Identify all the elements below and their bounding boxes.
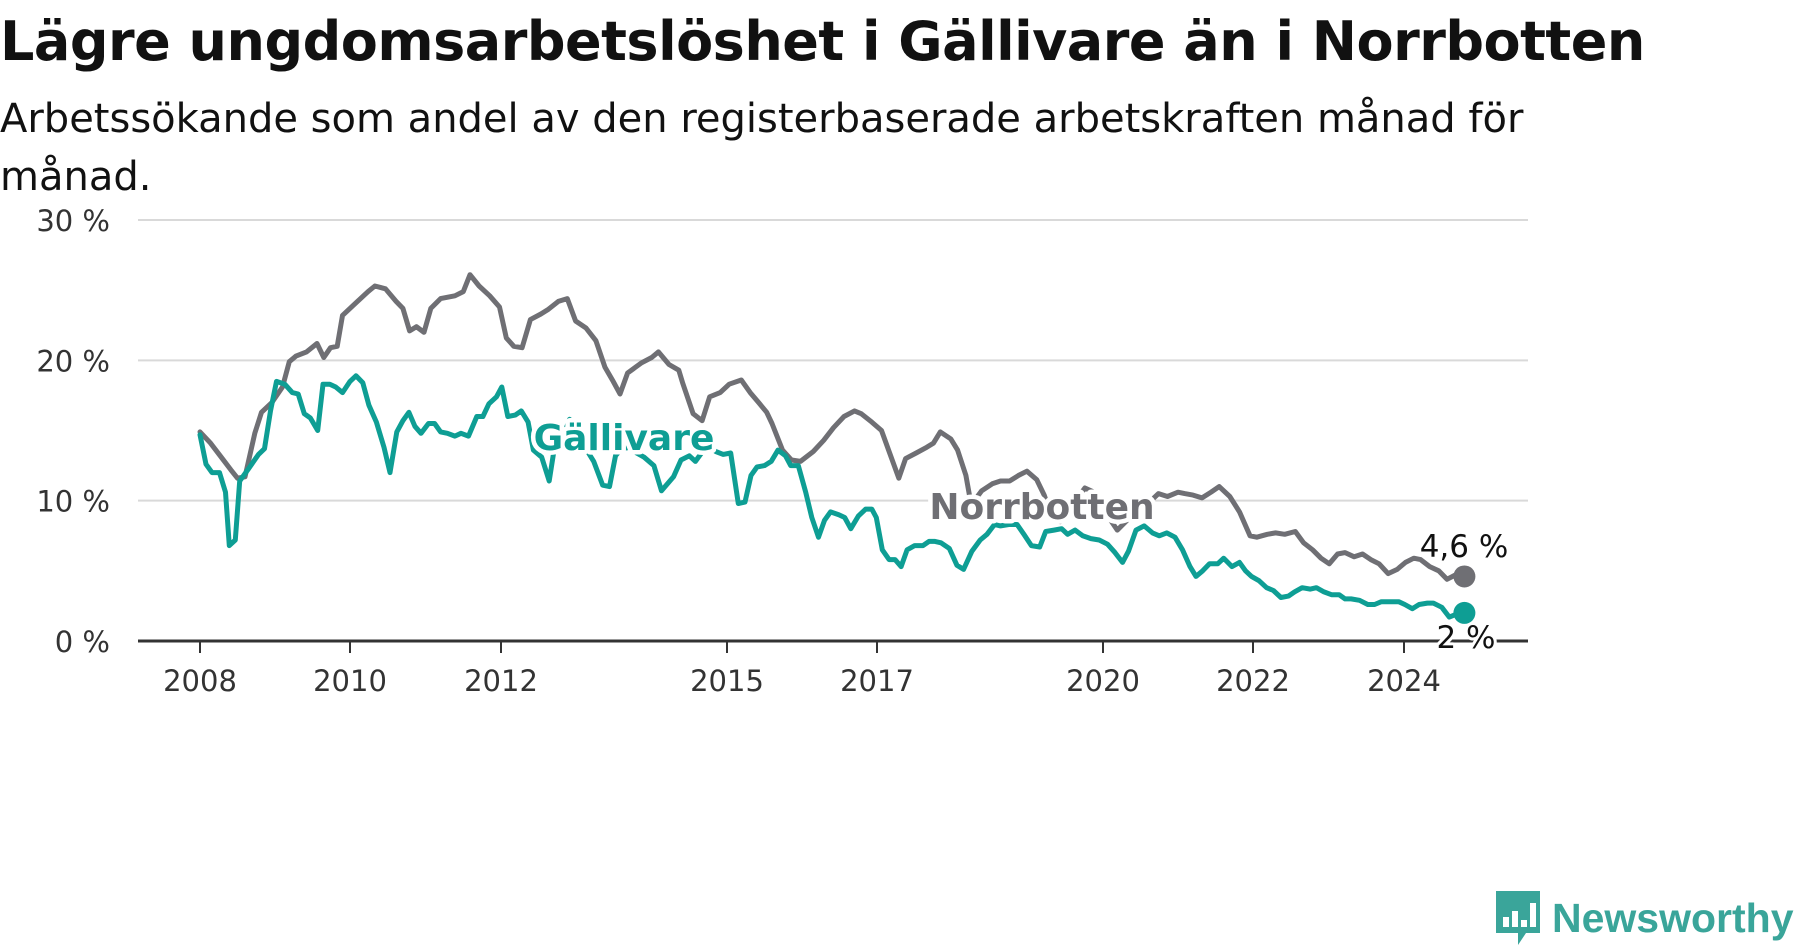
series-label-norrbotten-halo: Norrbotten <box>929 487 1154 528</box>
series-label-gallivare-halo: Gällivare <box>534 418 715 459</box>
end-point-gallivare <box>1453 601 1476 624</box>
x-axis-ticks: 2008 2010 2012 2015 2017 2020 2022 2024 <box>163 641 1441 698</box>
series-label-gallivare: Gällivare <box>534 418 715 459</box>
chart-title: Lägre ungdomsarbetslöshet i Gällivare än… <box>0 10 1645 73</box>
series-labels: GällivareGällivareNorrbottenNorrbotten4,… <box>529 414 1509 660</box>
end-point-norrbotten <box>1453 565 1476 588</box>
x-tick-label: 2010 <box>313 664 387 698</box>
end-label-gallivare: 2 % <box>1436 620 1495 656</box>
x-tick-label: 2008 <box>163 664 237 698</box>
y-tick-label: 20 % <box>36 344 110 378</box>
series-label-norrbotten: Norrbotten <box>929 487 1154 528</box>
series-line-gallivare <box>197 373 1467 620</box>
newsworthy-logo-icon <box>1496 891 1540 945</box>
x-tick-label: 2012 <box>464 664 538 698</box>
y-tick-label: 10 % <box>36 485 110 519</box>
y-tick-label: 0 % <box>55 625 110 659</box>
y-tick-label: 30 % <box>36 204 110 238</box>
end-label-norrbotten: 4,6 % <box>1420 529 1509 565</box>
grid-lines <box>138 219 1528 643</box>
series-line-norrbotten <box>197 272 1467 582</box>
end-label-gallivare-halo: 2 % <box>1436 620 1495 656</box>
x-tick-label: 2015 <box>690 664 764 698</box>
x-tick-label: 2020 <box>1066 664 1140 698</box>
brand: Newsworthy <box>1494 888 1794 948</box>
x-tick-label: 2017 <box>840 664 914 698</box>
series-lines <box>197 272 1476 624</box>
chart-subtitle: Arbetssökande som andel av den registerb… <box>0 96 1524 200</box>
brand-name: Newsworthy <box>1552 894 1794 941</box>
y-axis-ticks: 0 % 10 % 20 % 30 % <box>36 204 110 659</box>
x-tick-label: 2024 <box>1367 664 1441 698</box>
x-tick-label: 2022 <box>1216 664 1290 698</box>
